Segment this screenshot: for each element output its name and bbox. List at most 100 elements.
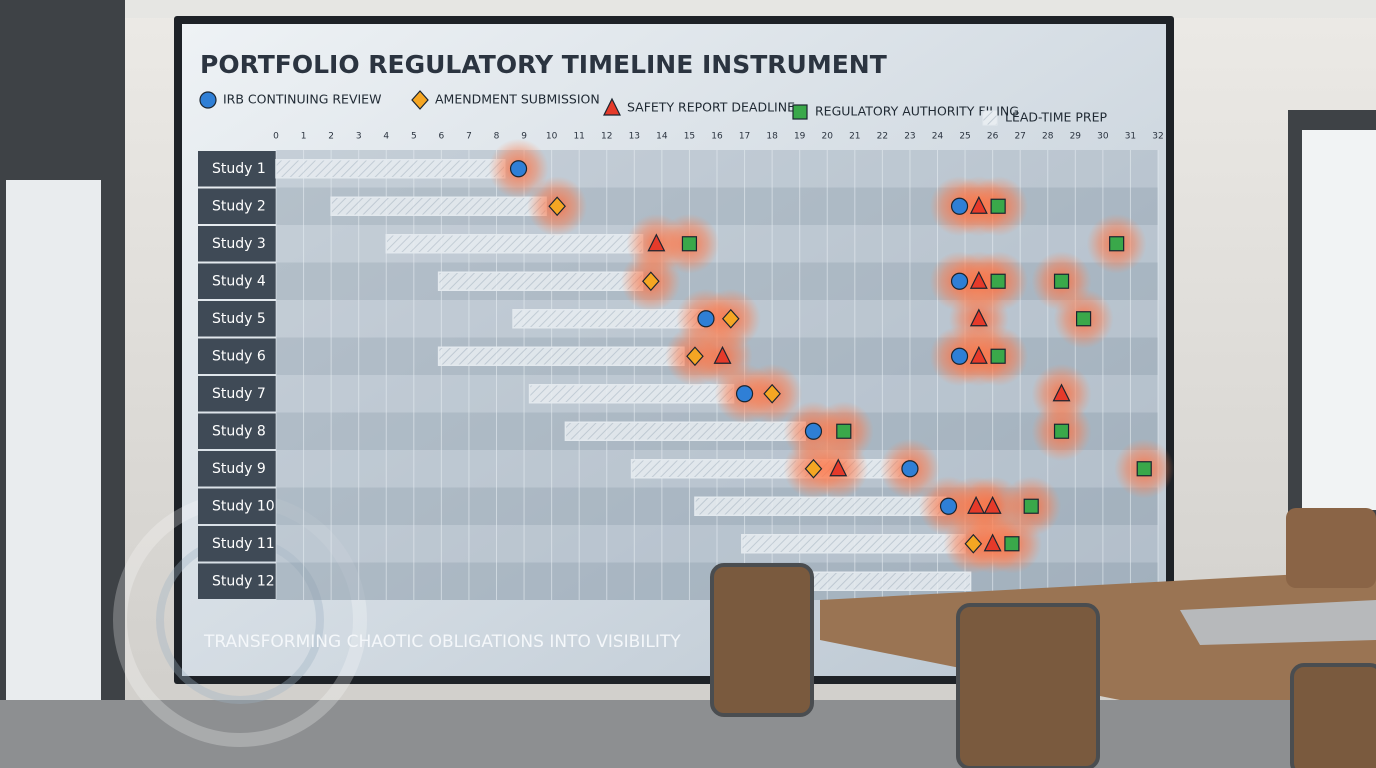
left-window bbox=[6, 180, 101, 720]
x-tick-label: 29 bbox=[1070, 132, 1082, 142]
x-tick-label: 14 bbox=[656, 132, 668, 142]
marker-diamond bbox=[763, 383, 781, 404]
marker-triangle bbox=[969, 270, 988, 289]
x-tick-label: 17 bbox=[739, 132, 750, 142]
marker-circle bbox=[509, 160, 528, 178]
lead-time-bar bbox=[275, 159, 506, 179]
row-label: Study 5 bbox=[212, 311, 266, 327]
row-label: Study 6 bbox=[212, 348, 266, 364]
row-label-bg bbox=[198, 263, 276, 299]
marker-diamond bbox=[642, 271, 660, 292]
marker-triangle bbox=[969, 308, 988, 327]
marker-triangle bbox=[1052, 383, 1071, 402]
marker-circle bbox=[735, 385, 754, 403]
chair bbox=[710, 563, 814, 717]
legend-label: REGULATORY AUTHORITY FILING bbox=[815, 104, 1019, 119]
row-label-bg bbox=[198, 413, 276, 449]
marker-diamond bbox=[804, 458, 823, 479]
row-label: Study 2 bbox=[212, 198, 266, 214]
x-tick-label: 18 bbox=[766, 132, 778, 142]
legend-swatch bbox=[792, 104, 808, 120]
x-tick-label: 4 bbox=[383, 132, 389, 142]
legend-swatch bbox=[199, 91, 217, 109]
x-tick-label: 32 bbox=[1152, 132, 1163, 142]
x-tick-label: 12 bbox=[601, 132, 612, 142]
row-label-bg bbox=[198, 526, 276, 562]
marker-square bbox=[990, 348, 1006, 364]
x-tick-label: 28 bbox=[1042, 132, 1054, 142]
marker-circle bbox=[950, 347, 969, 365]
row-label-bg bbox=[198, 563, 276, 599]
row-label: Study 9 bbox=[212, 461, 266, 477]
marker-square bbox=[1004, 536, 1020, 552]
lead-time-bar bbox=[528, 384, 735, 404]
lead-time-bar bbox=[787, 571, 972, 591]
marker-triangle bbox=[983, 533, 1002, 552]
x-tick-label: 8 bbox=[494, 132, 500, 142]
marker-triangle bbox=[969, 195, 988, 214]
legend-swatch bbox=[603, 97, 621, 116]
marker-diamond bbox=[548, 196, 566, 217]
marker-square bbox=[1109, 236, 1125, 252]
row-label: Study 4 bbox=[212, 273, 266, 289]
x-tick-label: 24 bbox=[932, 132, 944, 142]
lead-time-bar bbox=[741, 534, 966, 554]
chair bbox=[1286, 508, 1376, 588]
row-label-bg bbox=[198, 338, 276, 374]
plot: Study 1 Study 2 Study 3 Study 4 Study 5 Study… bbox=[198, 90, 1175, 600]
x-tick-label: 30 bbox=[1097, 132, 1109, 142]
marker-circle bbox=[950, 272, 969, 290]
row-label: Study 10 bbox=[212, 498, 275, 514]
row-label: Study 8 bbox=[212, 423, 266, 439]
x-tick-label: 31 bbox=[1125, 132, 1136, 142]
x-tick-label: 19 bbox=[794, 132, 806, 142]
legend-swatch bbox=[982, 110, 998, 126]
row-label: Study 11 bbox=[212, 536, 275, 552]
x-tick-label: 22 bbox=[877, 132, 888, 142]
marker-circle bbox=[804, 422, 823, 440]
x-tick-label: 13 bbox=[629, 132, 640, 142]
marker-circle bbox=[939, 497, 958, 515]
chart-title: PORTFOLIO REGULATORY TIMELINE INSTRUMENT bbox=[200, 50, 887, 79]
x-tick-label: 27 bbox=[1014, 132, 1025, 142]
marker-square bbox=[681, 236, 698, 252]
marker-square bbox=[990, 198, 1006, 214]
x-tick-label: 1 bbox=[301, 132, 307, 142]
x-tick-label: 3 bbox=[356, 132, 362, 142]
x-tick-label: 10 bbox=[546, 132, 558, 142]
row-label-bg bbox=[198, 376, 276, 412]
x-tick-label: 9 bbox=[521, 132, 527, 142]
chair bbox=[956, 603, 1100, 768]
marker-square bbox=[1136, 461, 1152, 477]
row-label-bg bbox=[198, 188, 276, 224]
marker-diamond bbox=[964, 533, 983, 554]
marker-diamond bbox=[721, 308, 740, 329]
row-label-bg bbox=[198, 488, 276, 524]
row-label-bg bbox=[198, 151, 276, 187]
x-tick-label: 11 bbox=[573, 132, 584, 142]
marker-square bbox=[1023, 498, 1039, 514]
x-tick-label: 16 bbox=[711, 132, 723, 142]
marker-diamond bbox=[686, 346, 704, 367]
marker-square bbox=[836, 423, 852, 439]
legend-label: LEAD-TIME PREP bbox=[1005, 110, 1108, 125]
chair bbox=[1290, 663, 1376, 768]
footer: TRANSFORMING CHAOTIC OBLIGATIONS INTO VI… bbox=[203, 632, 681, 652]
marker-triangle bbox=[967, 495, 986, 514]
marker-square bbox=[990, 273, 1006, 289]
ceiling bbox=[0, 0, 1376, 18]
lead-time-bar bbox=[564, 421, 806, 441]
marker-triangle bbox=[969, 345, 988, 364]
row-label: Study 3 bbox=[212, 236, 266, 252]
marker-circle bbox=[901, 460, 919, 478]
marker-triangle bbox=[983, 495, 1002, 514]
x-tick-label: 0 bbox=[273, 132, 279, 142]
row-label-bg bbox=[198, 226, 276, 262]
marker-circle bbox=[697, 310, 715, 328]
marker-square bbox=[1053, 423, 1070, 439]
right-window bbox=[1302, 130, 1376, 510]
lead-time-bar bbox=[512, 309, 704, 329]
legend-label: IRB CONTINUING REVIEW bbox=[223, 92, 381, 107]
row-label-bg bbox=[198, 451, 276, 487]
